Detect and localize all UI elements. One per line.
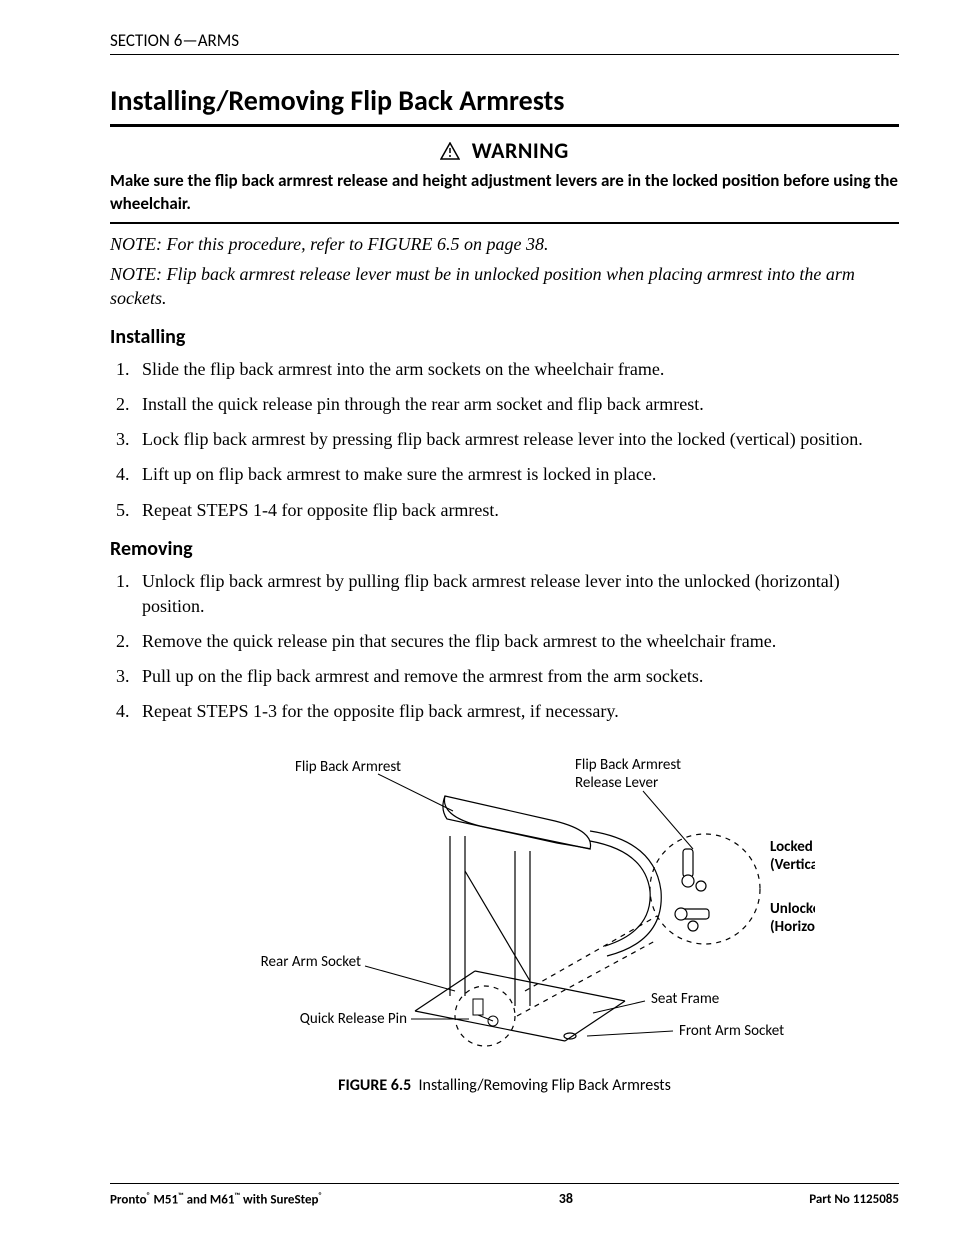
label-flip-back-armrest: Flip Back Armrest xyxy=(295,758,401,776)
page-title: Installing/Removing Flip Back Armrests xyxy=(110,83,899,118)
removing-step-1: Unlock flip back armrest by pulling flip… xyxy=(134,569,899,619)
label-release-lever-line1: Flip Back Armrest xyxy=(575,756,681,774)
removing-step-3: Pull up on the flip back armrest and rem… xyxy=(134,664,899,689)
figure-caption: FIGURE 6.5 Installing/Removing Flip Back… xyxy=(110,1076,899,1095)
installing-steps: Slide the flip back armrest into the arm… xyxy=(110,357,899,523)
warning-triangle-icon xyxy=(440,137,471,164)
note-1: NOTE: For this procedure, refer to FIGUR… xyxy=(110,232,899,256)
removing-step-4: Repeat STEPS 1-3 for the opposite flip b… xyxy=(134,699,899,724)
label-rear-arm-socket: Rear Arm Socket xyxy=(260,953,360,971)
installing-step-3: Lock flip back armrest by pressing flip … xyxy=(134,427,899,452)
page-footer: Pronto® M51™ and M61™ with SureStep® 38 … xyxy=(110,1183,899,1207)
installing-step-1: Slide the flip back armrest into the arm… xyxy=(134,357,899,382)
installing-step-5: Repeat STEPS 1-4 for opposite flip back … xyxy=(134,498,899,523)
warning-body: Make sure the flip back armrest release … xyxy=(110,170,899,216)
footer-right: Part No 1125085 xyxy=(809,1192,899,1207)
installing-step-4: Lift up on flip back armrest to make sur… xyxy=(134,462,899,487)
label-unlocked-line2: (Horizontal) xyxy=(770,918,815,936)
rule-below-title xyxy=(110,124,899,127)
label-locked-line1: Locked xyxy=(770,838,813,856)
removing-step-2: Remove the quick release pin that secure… xyxy=(134,629,899,654)
label-front-arm-socket: Front Arm Socket xyxy=(679,1022,784,1040)
footer-page-number: 38 xyxy=(559,1190,573,1207)
label-seat-frame: Seat Frame xyxy=(651,990,719,1008)
figure-caption-text: Installing/Removing Flip Back Armrests xyxy=(419,1076,671,1095)
footer-left: Pronto® M51™ and M61™ with SureStep® xyxy=(110,1192,322,1207)
installing-heading: Installing xyxy=(110,325,899,349)
figure-diagram: Flip Back Armrest Flip Back Armrest Rele… xyxy=(195,741,815,1061)
removing-heading: Removing xyxy=(110,537,899,561)
label-locked-line2: (Vertical) xyxy=(770,856,815,874)
note-2: NOTE: Flip back armrest release lever mu… xyxy=(110,262,899,311)
warning-label: WARNING xyxy=(472,137,569,164)
figure-6-5: Flip Back Armrest Flip Back Armrest Rele… xyxy=(110,741,899,1095)
figure-number: FIGURE 6.5 xyxy=(338,1076,411,1095)
removing-steps: Unlock flip back armrest by pulling flip… xyxy=(110,569,899,725)
installing-step-2: Install the quick release pin through th… xyxy=(134,392,899,417)
label-quick-release-pin: Quick Release Pin xyxy=(299,1010,406,1028)
rule-below-warning xyxy=(110,222,899,224)
label-unlocked-line1: Unlocked xyxy=(770,900,815,918)
label-release-lever-line2: Release Lever xyxy=(575,774,658,792)
warning-heading: WARNING xyxy=(110,137,899,164)
section-header: SECTION 6—ARMS xyxy=(110,30,899,55)
